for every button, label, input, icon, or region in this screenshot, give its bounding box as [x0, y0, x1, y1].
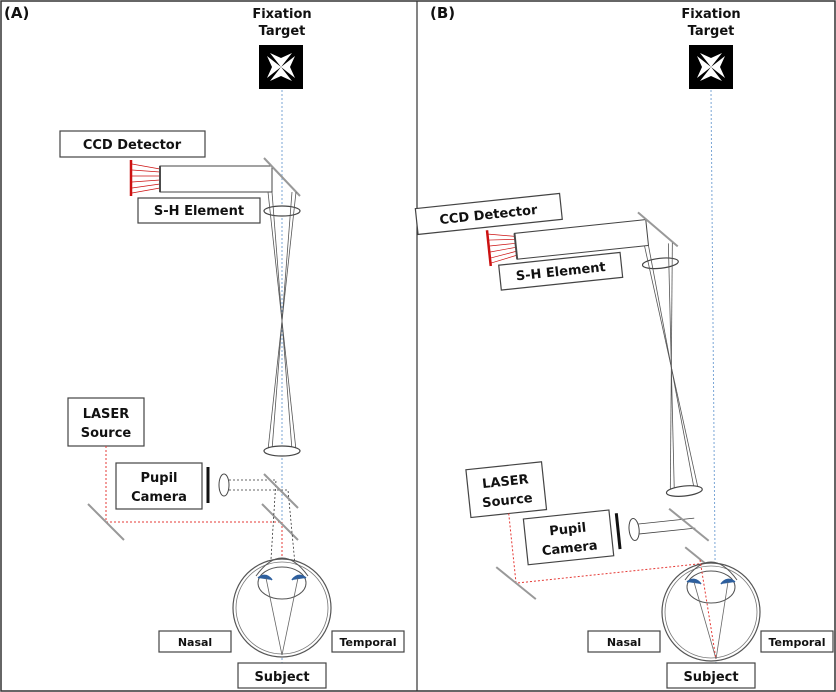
- panel-a-nasal-box: [158, 630, 232, 653]
- panel-a-fixation-label-line2: Target: [259, 24, 306, 39]
- panel-b-pupil-label-line2: Camera: [541, 538, 598, 559]
- panel-b-optical-axis: [710, 89, 717, 671]
- panel-a-iris-left-icon: [257, 574, 273, 581]
- panel-b-fixation-label-line2: Target: [688, 24, 735, 39]
- panel-b-camera-mirror: [668, 507, 710, 542]
- panel-a-iris-right-icon: [291, 574, 307, 581]
- panel-b-beam-path-to-detector: [513, 219, 650, 260]
- panel-a-sh-box: [137, 197, 261, 224]
- panel-a-eye: [232, 557, 332, 658]
- panel-b-fixation-target-icon: [689, 45, 733, 89]
- panel-b-laser-label-line1: LASER: [481, 472, 529, 492]
- panel-b-fixation-label-line1: Fixation: [681, 7, 740, 22]
- panel-a-top-mirror: [263, 157, 301, 197]
- panel-b-tag: (B): [430, 4, 455, 22]
- panel-b-lenslet-spots: [488, 233, 517, 264]
- panel-b-camera-sensor: [614, 513, 622, 550]
- panel-a-camera-mirror: [263, 473, 299, 509]
- panel-b-laser-box: [465, 461, 548, 519]
- panel-a-beam-path-to-detector: [159, 165, 273, 193]
- panel-b-pupil-camera-box: [522, 509, 615, 566]
- panel-b-temporal-label: Temporal: [768, 636, 825, 649]
- panel-a-laser-mirror: [87, 503, 125, 541]
- panel-b-top-mirror: [637, 211, 679, 248]
- panel-a-subject-label: Subject: [254, 670, 309, 685]
- panel-b-pupil-label-line1: Pupil: [549, 521, 587, 540]
- panel-b-camera-lens: [628, 518, 640, 541]
- panel-b-camera-rays: [638, 517, 696, 535]
- panel-b-ray-bundle: [644, 242, 699, 492]
- panel-a-subject-box: [237, 662, 327, 689]
- panel-b-nasal-label: Nasal: [607, 636, 641, 649]
- panel-b-ccd-box: [414, 192, 563, 236]
- panel-a-fixation-label-line1: Fixation: [252, 7, 311, 22]
- panel-b-rotated-module: CCD Detector S-H Element: [414, 192, 726, 600]
- panel-a-laser-beam: [105, 446, 283, 600]
- panel-b-laser-label-line2: Source: [482, 491, 534, 511]
- panel-a-laser-label-line1: LASER: [83, 407, 130, 422]
- panel-b-lower-lens: [665, 485, 703, 497]
- panel-b-nasal-box: [587, 630, 661, 653]
- panel-a-beamsplitter-lower: [261, 503, 299, 541]
- panel-a-camera-lens: [218, 473, 230, 497]
- panel-a: (A) Fixation Target CCD Detector S-H Ele…: [4, 4, 405, 689]
- panel-a-tag: (A): [4, 4, 29, 22]
- panel-a-ccd-label: CCD Detector: [83, 138, 182, 153]
- panel-a-nasal-label: Nasal: [178, 636, 212, 649]
- panel-b-eye: [661, 559, 761, 662]
- panel-a-pupil-camera-box: [115, 462, 203, 510]
- panel-a-fixation-target-icon: [259, 45, 303, 89]
- panel-b-iris-left-icon: [686, 578, 702, 585]
- panel-b-subject-box: [666, 662, 756, 689]
- panel-a-laser-label-line2: Source: [81, 426, 132, 441]
- panel-b: (B) Fixation Target CCD Detector S-H Ele…: [414, 4, 834, 689]
- panel-b-ccd-sensor: [485, 230, 493, 267]
- panel-b-laser-mirror: [495, 566, 537, 600]
- panel-b-sh-box: [498, 251, 624, 291]
- panel-a-temporal-label: Temporal: [339, 636, 396, 649]
- panel-a-ccd-box: [59, 130, 206, 158]
- panel-a-temporal-box: [331, 630, 405, 653]
- panel-b-temporal-box: [760, 630, 834, 653]
- panel-a-pupil-label-line2: Camera: [131, 490, 187, 505]
- panel-b-iris-right-icon: [720, 578, 736, 585]
- panel-a-lower-lens: [263, 445, 301, 457]
- panel-a-ray-bundle: [267, 191, 297, 451]
- panel-a-lenslet-spots: [131, 163, 161, 194]
- panel-a-sh-label: S-H Element: [154, 204, 244, 219]
- panel-a-laser-box: [67, 397, 145, 447]
- panel-a-pupil-label-line1: Pupil: [140, 471, 177, 486]
- panel-b-subject-label: Subject: [683, 670, 738, 685]
